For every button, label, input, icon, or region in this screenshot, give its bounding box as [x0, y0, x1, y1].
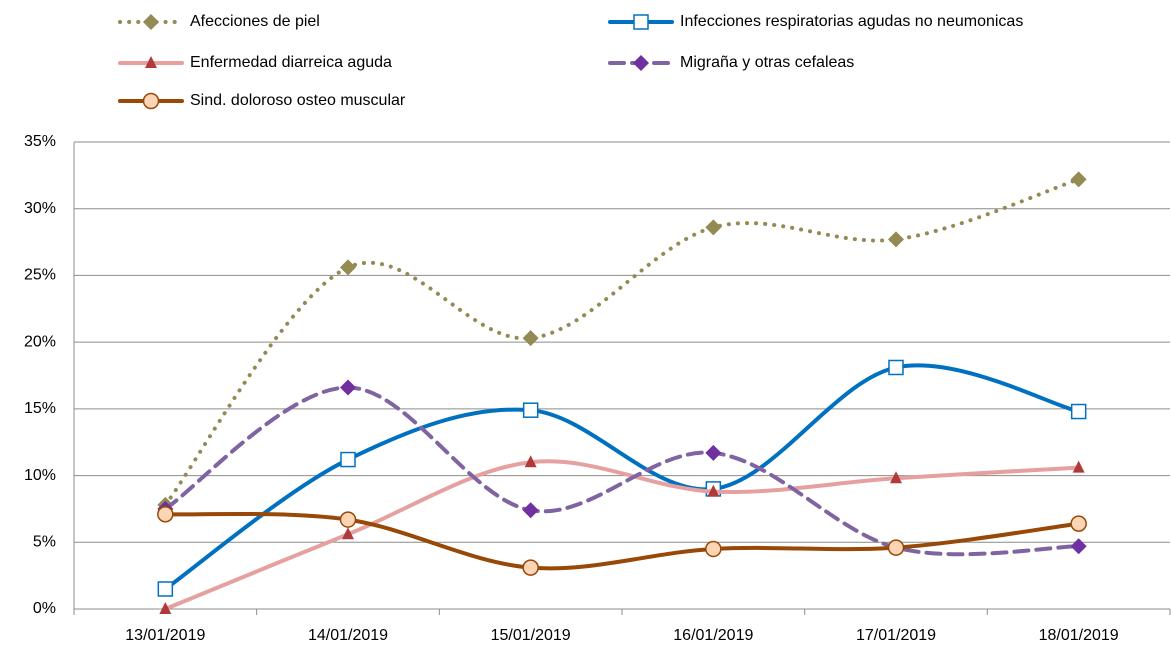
y-tick-label: 5% — [33, 534, 56, 551]
series-line — [163, 511, 1081, 571]
y-tick-label: 20% — [24, 333, 56, 350]
legend-label: Enfermedad diarreica aguda — [190, 54, 392, 71]
marker — [145, 56, 157, 68]
marker — [1072, 460, 1085, 473]
y-tick-label: 0% — [33, 600, 56, 617]
marker — [1070, 403, 1087, 420]
legend-label: Infecciones respiratorias agudas no neum… — [680, 13, 1023, 30]
marker — [342, 527, 354, 540]
x-tick-label: 14/01/2019 — [308, 627, 388, 644]
marker — [522, 502, 539, 519]
marker — [340, 259, 356, 276]
marker — [157, 506, 174, 523]
marker — [340, 451, 356, 468]
x-tick-label: 16/01/2019 — [673, 627, 753, 644]
y-tick-label: 15% — [24, 400, 56, 417]
marker — [890, 471, 902, 484]
marker — [888, 231, 904, 248]
marker — [705, 219, 722, 236]
marker — [340, 379, 356, 396]
marker — [633, 14, 649, 30]
y-tick-label: 10% — [24, 467, 56, 484]
marker — [705, 444, 722, 461]
marker — [1070, 171, 1087, 188]
y-tick-label: 35% — [24, 133, 56, 150]
marker — [887, 539, 905, 556]
marker — [142, 92, 160, 110]
x-tick-label: 15/01/2019 — [491, 627, 571, 644]
marker — [705, 540, 722, 558]
legend-label: Sind. doloroso osteo muscular — [190, 92, 406, 109]
marker — [522, 330, 539, 347]
y-tick-label: 30% — [24, 200, 56, 217]
y-tick-label: 25% — [24, 267, 56, 284]
marker — [1070, 538, 1087, 555]
marker — [522, 402, 539, 418]
marker — [707, 484, 720, 497]
series-line — [163, 459, 1081, 611]
marker — [524, 455, 537, 468]
marker — [159, 602, 172, 614]
marker — [339, 511, 357, 528]
x-tick-label: 17/01/2019 — [856, 627, 936, 644]
legend-label: Afecciones de piel — [190, 13, 320, 30]
legend-label: Migraña y otras cefaleas — [680, 54, 854, 71]
x-tick-label: 18/01/2019 — [1039, 627, 1119, 644]
marker — [522, 559, 539, 576]
marker — [143, 14, 159, 30]
series-line — [163, 385, 1081, 557]
marker — [633, 55, 649, 71]
marker — [1070, 515, 1087, 532]
series-line — [163, 363, 1081, 591]
marker — [888, 359, 904, 376]
x-tick-label: 13/01/2019 — [125, 627, 205, 644]
marker — [157, 581, 174, 597]
